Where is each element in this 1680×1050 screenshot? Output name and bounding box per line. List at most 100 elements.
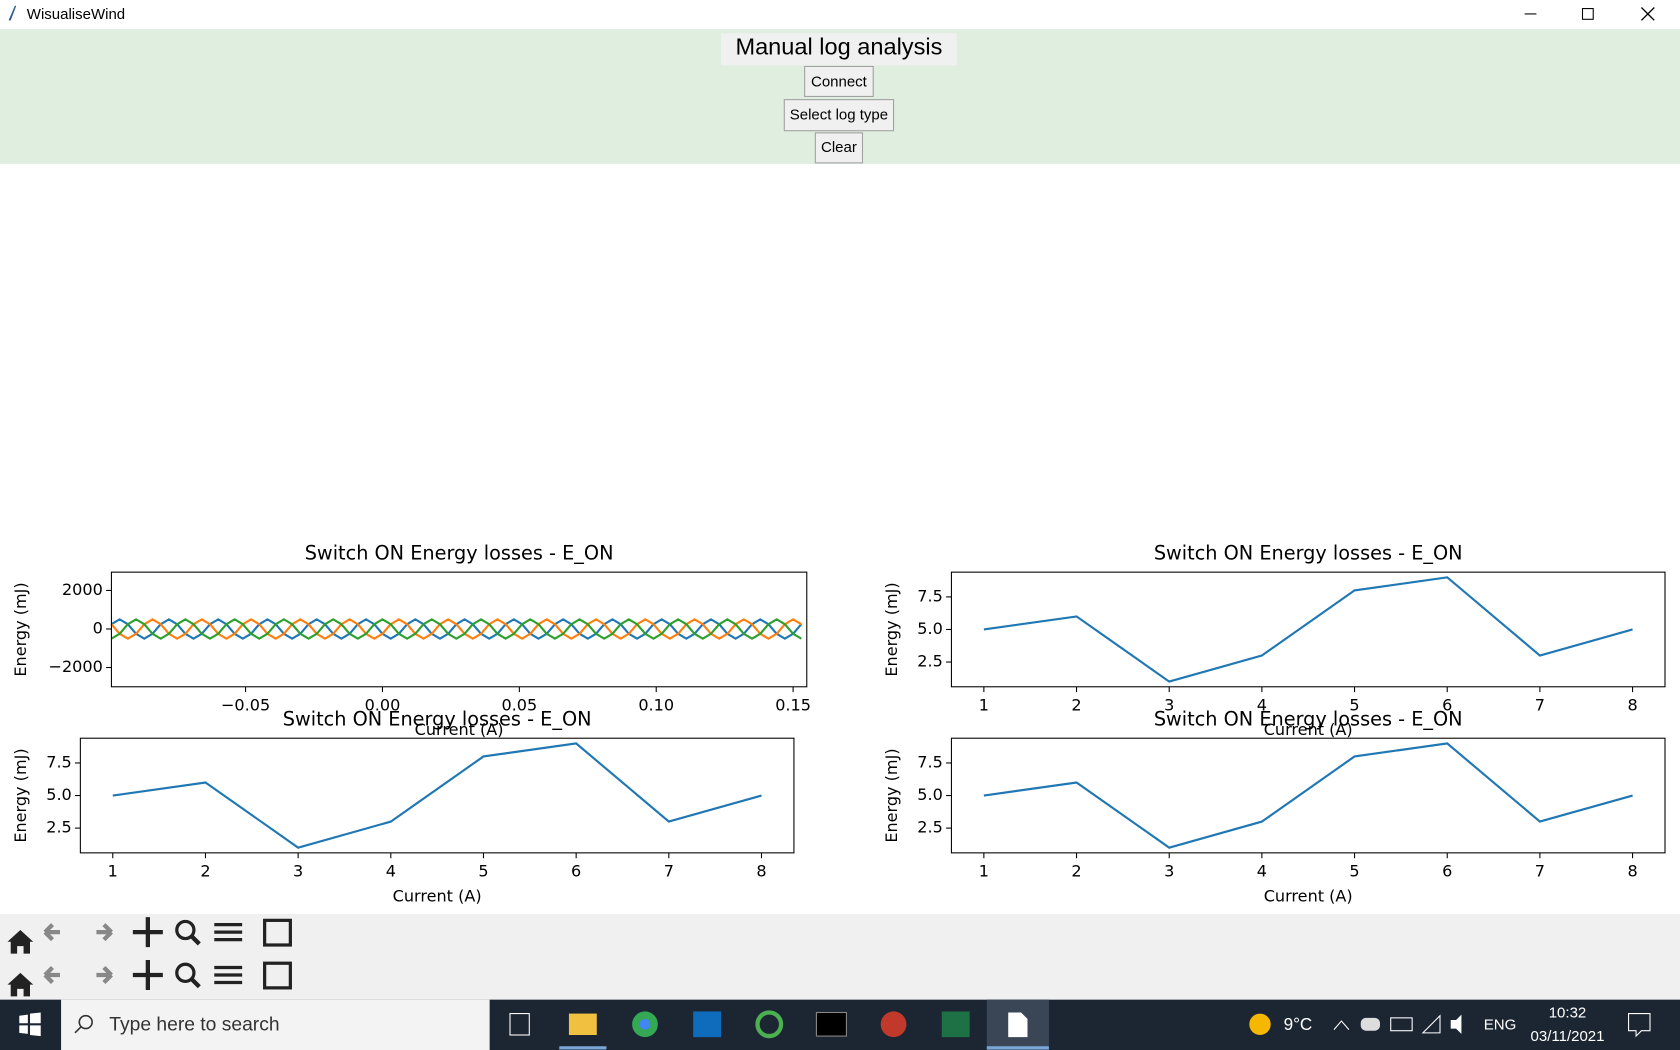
x-axis-label: Current (A): [415, 720, 504, 739]
search-icon: [78, 1014, 93, 1030]
back-button[interactable]: [43, 965, 60, 985]
search-box[interactable]: [61, 999, 490, 1050]
x-tick-label: 4: [1257, 862, 1267, 881]
x-tick-label: 8: [1627, 862, 1637, 881]
x-tick-label: 3: [1164, 862, 1174, 881]
x-tick-label: 5: [1349, 862, 1359, 881]
x-tick-label: 0.15: [775, 696, 811, 715]
onedrive-icon[interactable]: [1360, 1017, 1380, 1031]
header-title-bg: [721, 33, 957, 66]
zoom-button[interactable]: [175, 962, 201, 989]
maximize-button[interactable]: [1581, 8, 1594, 20]
y-axis-label: Energy (mJ): [882, 582, 901, 676]
chart-title: Switch ON Energy losses - E_ON: [305, 541, 614, 564]
configure-button[interactable]: [214, 965, 243, 985]
weather-icon: [1249, 1013, 1271, 1035]
data-line: [983, 576, 1633, 683]
tray-expand[interactable]: [1333, 1020, 1350, 1030]
y-axis-label: Energy (mJ): [11, 582, 30, 676]
app-icon-green[interactable]: [755, 1010, 784, 1039]
pan-button[interactable]: [132, 960, 163, 990]
chart-title: Switch ON Energy losses - E_ON: [1154, 541, 1463, 564]
language-indicator[interactable]: ENG: [1484, 1016, 1517, 1033]
y-tick-label: 7.5: [917, 586, 943, 605]
close-button[interactable]: [1640, 7, 1655, 21]
battery-icon[interactable]: [1390, 1017, 1413, 1032]
chart: 2.5 5.0 7.5 1 2 3 4 5 6 7 8 Switch ON Energy losses…: [882, 708, 1666, 905]
navigation-toolbar: [7, 960, 292, 997]
x-tick-label: 1: [979, 696, 989, 715]
search-placeholder: Type here to search: [109, 1014, 279, 1035]
weather-temperature: 9°C: [1284, 1014, 1313, 1034]
explorer-icon[interactable]: [568, 1013, 597, 1035]
terminal-icon[interactable]: [815, 1011, 847, 1037]
back-button[interactable]: [43, 923, 60, 942]
x-tick-label: 2: [1071, 696, 1081, 715]
x-tick-label: −0.05: [221, 696, 270, 715]
home-button[interactable]: [7, 972, 34, 997]
x-tick-label: 1: [979, 862, 989, 881]
y-tick-label: 0: [93, 618, 103, 637]
x-tick-label: 3: [293, 862, 303, 881]
data-line: [110, 618, 802, 640]
x-tick-label: 7: [664, 862, 674, 881]
navigation-toolbar: [7, 917, 292, 954]
volume-icon[interactable]: [1450, 1014, 1462, 1034]
forward-button[interactable]: [96, 923, 113, 942]
x-tick-label: 8: [1627, 696, 1637, 715]
x-tick-label: 2: [200, 862, 210, 881]
data-line: [112, 742, 762, 849]
x-tick-label: 0.10: [638, 696, 674, 715]
header-title: Manual log analysis: [735, 33, 942, 59]
outlook-icon[interactable]: [693, 1011, 722, 1038]
x-tick-label: 5: [1349, 696, 1359, 715]
toolbar-area: [0, 913, 1680, 1000]
search-icon-handle: [74, 1025, 82, 1034]
x-tick-label: 8: [756, 862, 766, 881]
forward-button[interactable]: [96, 965, 113, 985]
app-icon-web[interactable]: [880, 1011, 907, 1038]
chart-title: Switch ON Energy losses - E_ON: [1154, 708, 1463, 731]
x-axis-label: Current (A): [1264, 886, 1353, 905]
select-log-type-button[interactable]: Select log type: [783, 99, 895, 132]
start-button[interactable]: [19, 1012, 41, 1037]
active-app-icon[interactable]: [1008, 1012, 1028, 1038]
clock-time[interactable]: 10:32: [1549, 1005, 1587, 1022]
clear-button[interactable]: Clear: [814, 132, 864, 164]
task-view-icon[interactable]: [509, 1013, 530, 1036]
x-tick-label: 2: [1071, 862, 1081, 881]
y-tick-label: 7.5: [46, 752, 72, 771]
button-label: Select log type: [790, 107, 888, 124]
x-tick-label: 4: [1257, 696, 1267, 715]
button-label: Clear: [821, 139, 857, 156]
charts-area: −2000 0 2000 −0.05 0.00 0.05 0.10 0.15 Switch ON…: [11, 541, 1666, 905]
network-icon[interactable]: [1421, 1014, 1441, 1034]
clock-date[interactable]: 03/11/2021: [1531, 1028, 1605, 1045]
x-tick-label: 6: [1442, 862, 1452, 881]
y-tick-label: 7.5: [917, 752, 943, 771]
x-tick-label: 1: [108, 862, 118, 881]
notifications-icon[interactable]: [1628, 1013, 1651, 1038]
y-tick-label: 5.0: [917, 619, 943, 638]
y-axis-label: Energy (mJ): [11, 748, 30, 842]
save-button[interactable]: [263, 918, 292, 947]
configure-button[interactable]: [214, 923, 243, 942]
y-tick-label: 2000: [62, 580, 103, 599]
connect-button[interactable]: Connect: [804, 65, 874, 97]
x-tick-label: 7: [1535, 862, 1545, 881]
pan-button[interactable]: [132, 917, 163, 948]
chart: −2000 0 2000 −0.05 0.00 0.05 0.10 0.15 Switch ON…: [11, 541, 811, 739]
excel-icon[interactable]: [941, 1011, 970, 1038]
plot-area: [951, 572, 1665, 687]
y-tick-label: 2.5: [46, 818, 72, 837]
y-tick-label: 2.5: [917, 652, 943, 671]
x-axis-label: Current (A): [393, 886, 482, 905]
home-button[interactable]: [7, 930, 34, 954]
y-tick-label: 2.5: [917, 818, 943, 837]
zoom-button[interactable]: [175, 919, 201, 946]
window-title: WisualiseWind: [27, 6, 125, 23]
y-tick-label: 5.0: [46, 785, 72, 804]
y-tick-label: 5.0: [917, 785, 943, 804]
y-tick-label: −2000: [49, 657, 103, 676]
save-button[interactable]: [263, 961, 292, 990]
